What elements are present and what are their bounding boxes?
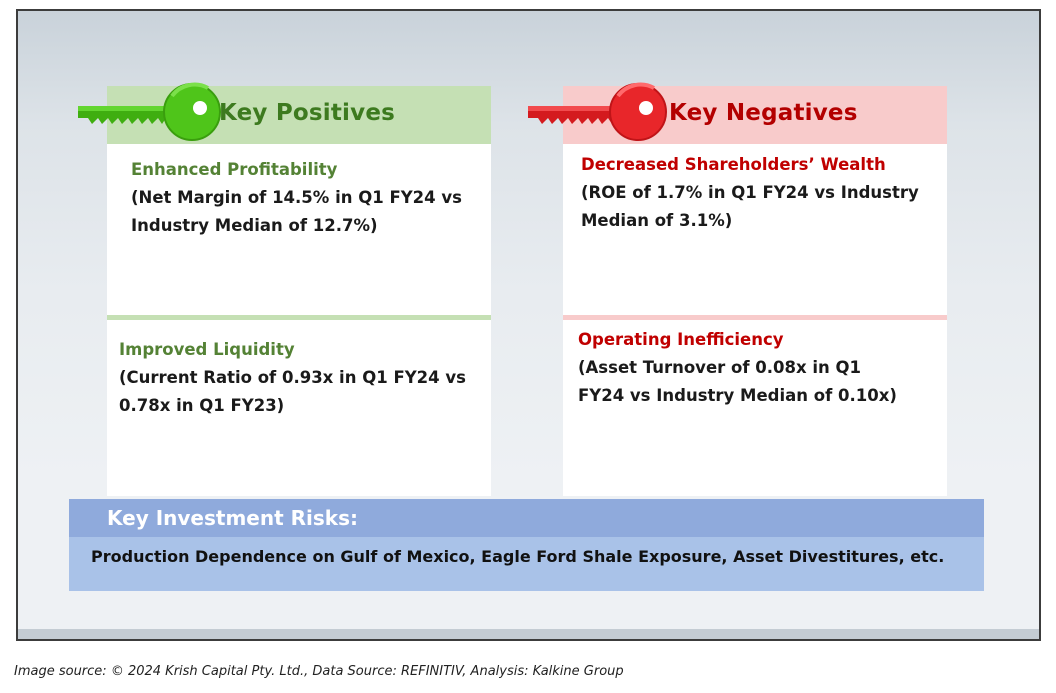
positive-card-profitability: Enhanced Profitability (Net Margin of 14… [107, 144, 491, 316]
risks-title: Key Investment Risks: [107, 506, 358, 530]
key-positives-title: Key Positives [219, 100, 396, 126]
green-key-icon [78, 82, 221, 141]
risks-text: Production Dependence on Gulf of Mexico,… [91, 547, 945, 566]
positive-item-body: (Net Margin of 14.5% in Q1 FY24 vs Indus… [131, 188, 462, 235]
negative-item-body: (Asset Turnover of 0.08x in Q1 FY24 vs I… [578, 358, 897, 405]
positive-item-title: Improved Liquidity [119, 340, 295, 359]
positive-divider [107, 315, 491, 320]
positive-item-title: Enhanced Profitability [131, 160, 338, 179]
positive-item-body: (Current Ratio of 0.93x in Q1 FY24 vs 0.… [119, 368, 466, 415]
negative-card-shareholders-wealth: Decreased Shareholders’ Wealth (ROE of 1… [563, 144, 947, 316]
negative-item-title: Operating Inefficiency [578, 330, 784, 349]
negative-item-title: Decreased Shareholders’ Wealth [581, 155, 886, 174]
image-source-caption: Image source: © 2024 Krish Capital Pty. … [14, 664, 624, 679]
positive-card-liquidity: Improved Liquidity (Current Ratio of 0.9… [107, 320, 491, 496]
negative-card-operating-inefficiency: Operating Inefficiency (Asset Turnover o… [563, 320, 947, 496]
red-key-icon [528, 82, 667, 141]
key-negatives-title: Key Negatives [669, 100, 858, 126]
negative-divider [563, 315, 947, 320]
negative-item-body: (ROE of 1.7% in Q1 FY24 vs Industry Medi… [581, 183, 919, 230]
key-investment-risks-header: Key Investment Risks: [69, 499, 984, 537]
key-investment-risks-body: Production Dependence on Gulf of Mexico,… [69, 537, 984, 591]
